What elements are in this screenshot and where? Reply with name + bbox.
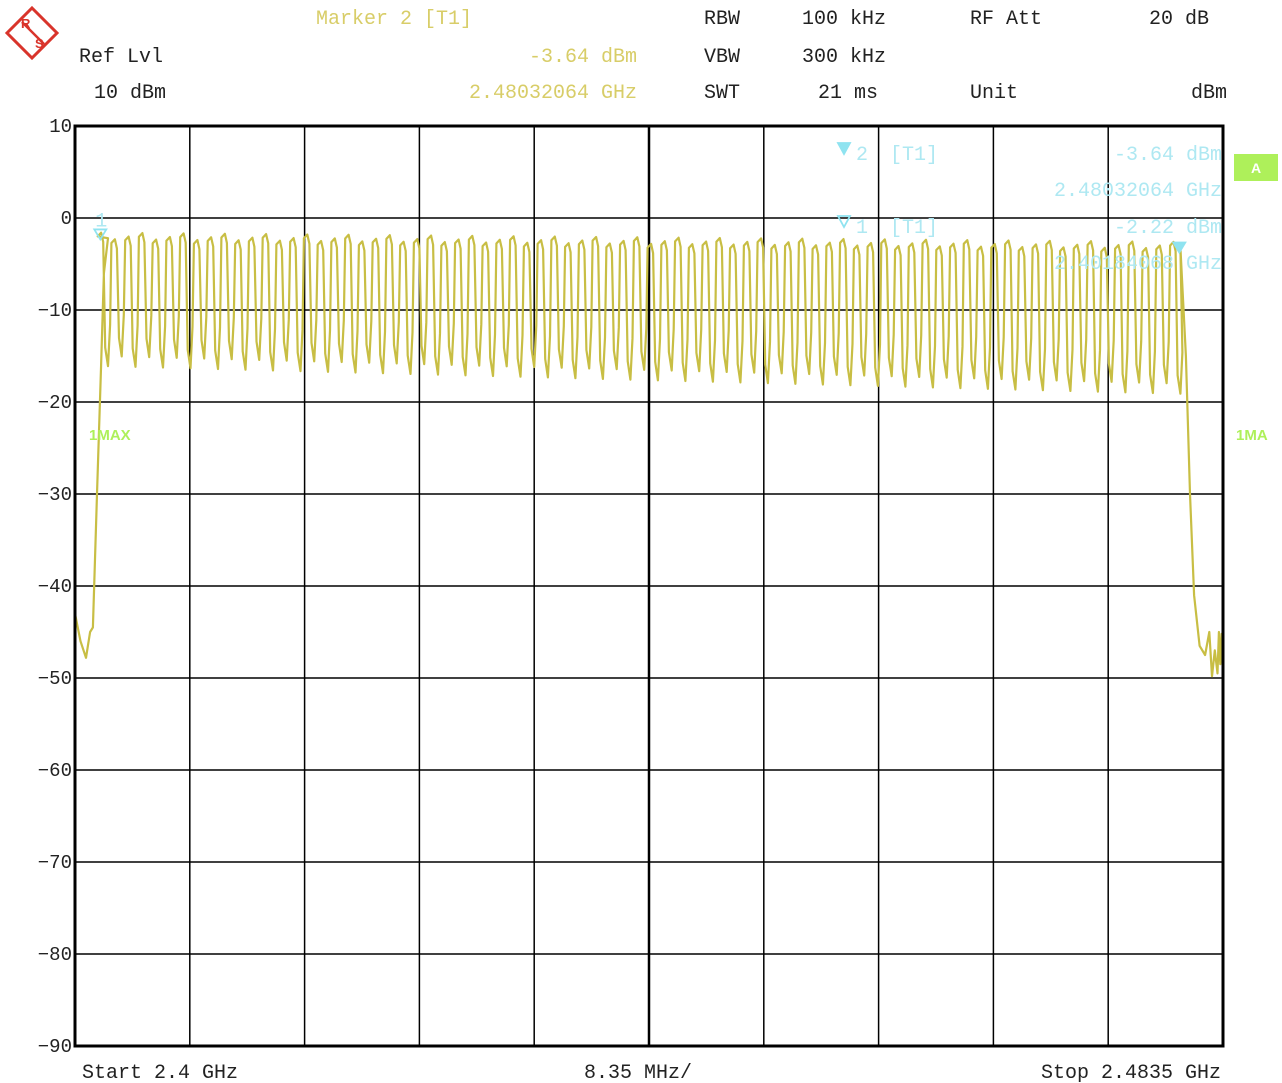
marker-2-level: -3.64 dBm bbox=[1114, 144, 1222, 167]
stop-frequency: Stop 2.4835 GHz bbox=[1041, 1062, 1221, 1083]
trace-label-right: 1MA bbox=[1236, 427, 1268, 444]
marker-1-mode: [T1] bbox=[890, 217, 938, 240]
marker-frequency: 2.48032064 GHz bbox=[469, 82, 637, 105]
y-tick-label: 0 bbox=[61, 208, 72, 230]
unit-label: Unit bbox=[970, 82, 1018, 105]
swt-label: SWT bbox=[704, 82, 740, 105]
vbw-label: VBW bbox=[704, 46, 740, 69]
markers: 2 [T1] -3.64 dBm 2.48032064 GHz 1 [T1] -2.22 d… bbox=[92, 142, 1222, 276]
ref-level-label: Ref Lvl bbox=[79, 46, 163, 69]
svg-text:S: S bbox=[35, 36, 44, 51]
trace-label-left: 1MAX bbox=[89, 427, 131, 444]
grid bbox=[75, 126, 1223, 1046]
trace-1max bbox=[73, 231, 1225, 678]
marker-1-level: -2.22 dBm bbox=[1114, 217, 1222, 240]
svg-text:R: R bbox=[21, 16, 31, 31]
marker-1-frequency: 2.40184068 GHz bbox=[1054, 253, 1222, 276]
vbw-value: 300 kHz bbox=[802, 46, 886, 69]
y-tick-label: 10 bbox=[49, 116, 72, 138]
rf-att-label: RF Att bbox=[970, 8, 1042, 31]
marker-1-list-icon bbox=[836, 215, 852, 229]
marker-1-symbol bbox=[92, 228, 108, 242]
y-tick-label: −60 bbox=[38, 760, 72, 782]
y-tick-label: −50 bbox=[38, 668, 72, 690]
y-tick-label: −80 bbox=[38, 944, 72, 966]
rbw-value: 100 kHz bbox=[802, 8, 886, 31]
marker-1-number: 1 bbox=[95, 210, 107, 233]
marker-level: -3.64 dBm bbox=[529, 46, 637, 69]
screen-a-badge bbox=[1234, 154, 1278, 181]
ref-level-value: 10 dBm bbox=[94, 82, 166, 105]
marker-2-list-icon bbox=[836, 142, 852, 156]
y-tick-label: −40 bbox=[38, 576, 72, 598]
screen-a-badge-label: A bbox=[1251, 160, 1261, 176]
rs-logo: R S bbox=[4, 5, 60, 61]
plot-frame bbox=[73, 124, 1225, 1048]
y-tick-label: −70 bbox=[38, 852, 72, 874]
span-per-division: 8.35 MHz/ bbox=[584, 1062, 692, 1083]
y-tick-label: −10 bbox=[38, 300, 72, 322]
y-tick-label: −90 bbox=[38, 1036, 72, 1058]
y-axis-ticks: 10 0 −10 −20 −30 −40 −50 −60 −70 −80 −90 bbox=[38, 116, 72, 1058]
rbw-label: RBW bbox=[704, 8, 740, 31]
marker-title: Marker 2 [T1] bbox=[316, 8, 472, 31]
unit-value: dBm bbox=[1191, 82, 1227, 105]
swt-value: 21 ms bbox=[818, 82, 878, 105]
marker-2-id: 2 bbox=[856, 144, 868, 167]
trace-line bbox=[73, 231, 1225, 678]
marker-2-symbol bbox=[1171, 241, 1187, 255]
y-tick-label: −20 bbox=[38, 392, 72, 414]
marker-2-mode: [T1] bbox=[890, 144, 938, 167]
rf-att-value: 20 dB bbox=[1149, 8, 1209, 31]
marker-1-id: 1 bbox=[856, 217, 868, 240]
start-frequency: Start 2.4 GHz bbox=[82, 1062, 238, 1083]
y-tick-label: −30 bbox=[38, 484, 72, 506]
marker-2-frequency: 2.48032064 GHz bbox=[1054, 180, 1222, 203]
